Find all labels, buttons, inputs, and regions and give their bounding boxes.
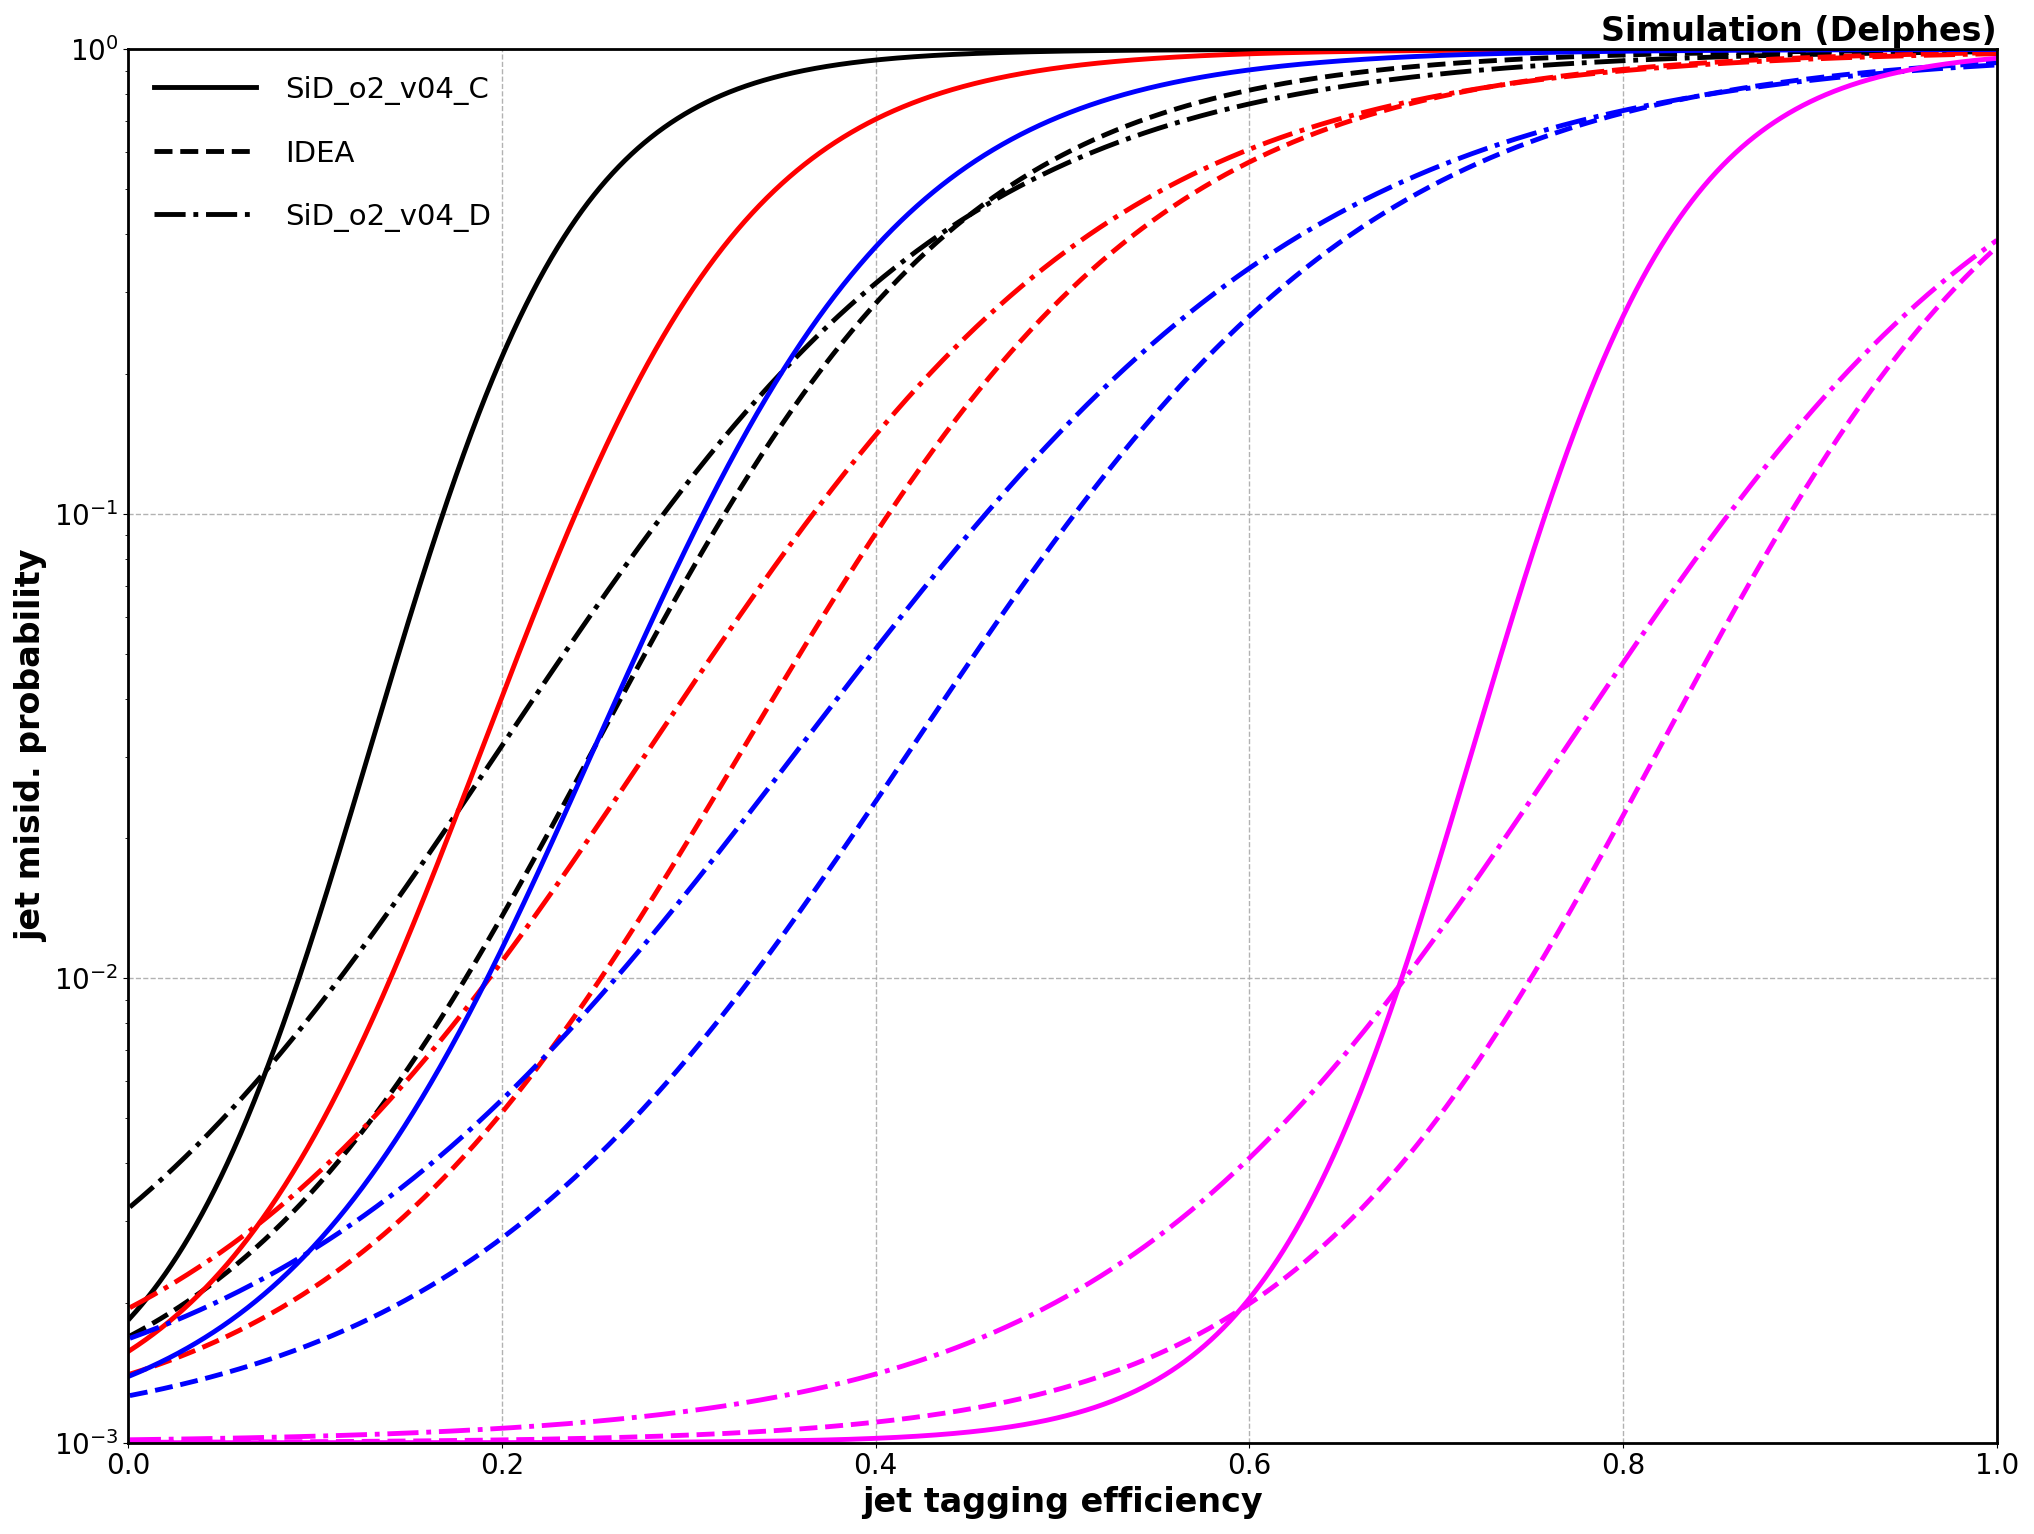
X-axis label: jet tagging efficiency: jet tagging efficiency <box>862 1486 1263 1519</box>
Legend: SiD_o2_v04_C, IDEA, SiD_o2_v04_D: SiD_o2_v04_C, IDEA, SiD_o2_v04_D <box>142 64 502 244</box>
Text: Simulation (Delphes): Simulation (Delphes) <box>1601 15 1997 48</box>
Y-axis label: jet misid. probability: jet misid. probability <box>14 549 49 942</box>
